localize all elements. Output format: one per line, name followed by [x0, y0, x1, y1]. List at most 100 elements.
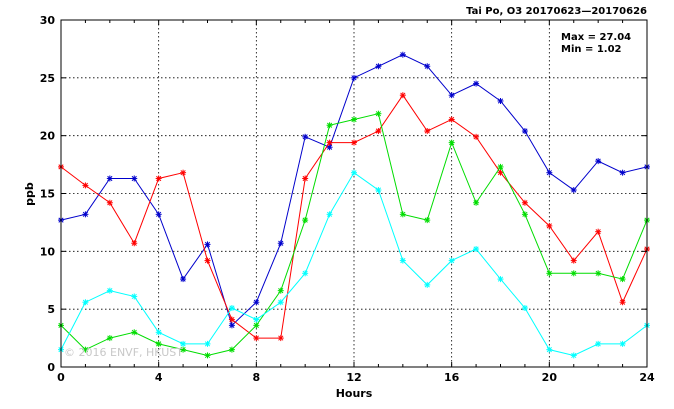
x-tick-label: 16 — [444, 371, 460, 384]
x-tick-label: 0 — [57, 371, 65, 384]
data-point — [521, 211, 528, 218]
data-point — [424, 281, 431, 288]
data-point — [228, 305, 235, 312]
data-point — [619, 169, 626, 176]
data-point — [570, 352, 577, 359]
data-point — [302, 133, 309, 140]
data-point — [497, 163, 504, 170]
y-tick-label: 10 — [40, 245, 56, 258]
y-tick-label: 30 — [40, 14, 56, 27]
data-point — [619, 299, 626, 306]
data-point — [82, 182, 89, 189]
data-point — [180, 340, 187, 347]
data-point — [155, 329, 162, 336]
data-point — [277, 240, 284, 247]
data-point — [106, 175, 113, 182]
data-point — [619, 340, 626, 347]
chart-title: Tai Po, O3 20170623—20170626 — [466, 6, 647, 17]
data-point — [497, 169, 504, 176]
x-tick-label: 24 — [639, 371, 655, 384]
data-point — [448, 116, 455, 123]
x-tick-label: 12 — [346, 371, 361, 384]
data-point — [277, 299, 284, 306]
data-point — [326, 211, 333, 218]
data-point — [204, 241, 211, 248]
data-point — [302, 270, 309, 277]
data-point — [131, 293, 138, 300]
data-point — [277, 287, 284, 294]
data-point — [473, 133, 480, 140]
y-tick-label: 5 — [47, 303, 55, 316]
axis-ticks: 0 4 8 12 16 20 24 0 5 10 15 20 25 30 — [40, 14, 655, 384]
y-tick-label: 25 — [40, 72, 55, 85]
data-point — [570, 270, 577, 277]
y-axis-label: ppb — [23, 182, 36, 206]
data-point — [473, 199, 480, 206]
data-point — [399, 92, 406, 99]
x-tick-label: 20 — [542, 371, 558, 384]
data-point — [399, 51, 406, 58]
data-point — [351, 116, 357, 123]
data-point — [302, 175, 309, 182]
data-point — [253, 335, 260, 342]
data-point — [424, 63, 431, 70]
data-point — [375, 63, 382, 70]
data-point — [424, 217, 431, 224]
y-tick-label: 20 — [40, 130, 56, 143]
min-annotation: Min = 1.02 — [561, 44, 622, 55]
x-tick-label: 8 — [253, 371, 261, 384]
data-point — [570, 187, 577, 194]
data-point — [546, 270, 553, 277]
data-point — [497, 276, 504, 283]
data-point — [180, 346, 187, 353]
data-point — [204, 257, 211, 264]
data-point — [570, 257, 577, 264]
data-point — [326, 122, 333, 129]
data-point — [521, 305, 528, 312]
data-point — [204, 352, 211, 359]
data-point — [228, 316, 235, 323]
data-point — [106, 287, 113, 294]
data-point — [253, 322, 260, 329]
data-point — [302, 217, 309, 224]
max-annotation: Max = 27.04 — [561, 32, 631, 43]
data-point — [521, 199, 528, 206]
data-point — [595, 270, 602, 277]
data-point — [204, 340, 211, 347]
data-point — [155, 211, 162, 218]
data-point — [351, 74, 357, 81]
data-point — [521, 128, 528, 135]
data-point — [82, 211, 89, 218]
data-point — [180, 169, 187, 176]
data-point — [155, 175, 162, 182]
data-point — [375, 187, 382, 194]
data-point — [228, 346, 235, 353]
data-point — [595, 158, 602, 165]
data-point — [277, 335, 284, 342]
data-point — [253, 316, 260, 323]
data-point — [131, 329, 138, 336]
series-lines — [58, 51, 650, 359]
data-point — [473, 246, 480, 253]
data-point — [619, 276, 626, 283]
data-point — [546, 169, 553, 176]
data-point — [351, 139, 357, 146]
data-point — [473, 80, 480, 87]
data-point — [131, 175, 138, 182]
data-point — [155, 340, 162, 347]
data-point — [228, 322, 235, 329]
x-axis-label: Hours — [336, 387, 373, 400]
data-point — [595, 340, 602, 347]
data-point — [546, 346, 553, 353]
data-point — [253, 299, 260, 306]
data-point — [595, 228, 602, 235]
data-point — [546, 222, 553, 229]
data-point — [326, 144, 333, 151]
data-point — [180, 276, 187, 283]
data-point — [399, 257, 406, 264]
data-point — [82, 299, 89, 306]
y-tick-label: 0 — [47, 361, 55, 374]
data-point — [131, 240, 138, 247]
